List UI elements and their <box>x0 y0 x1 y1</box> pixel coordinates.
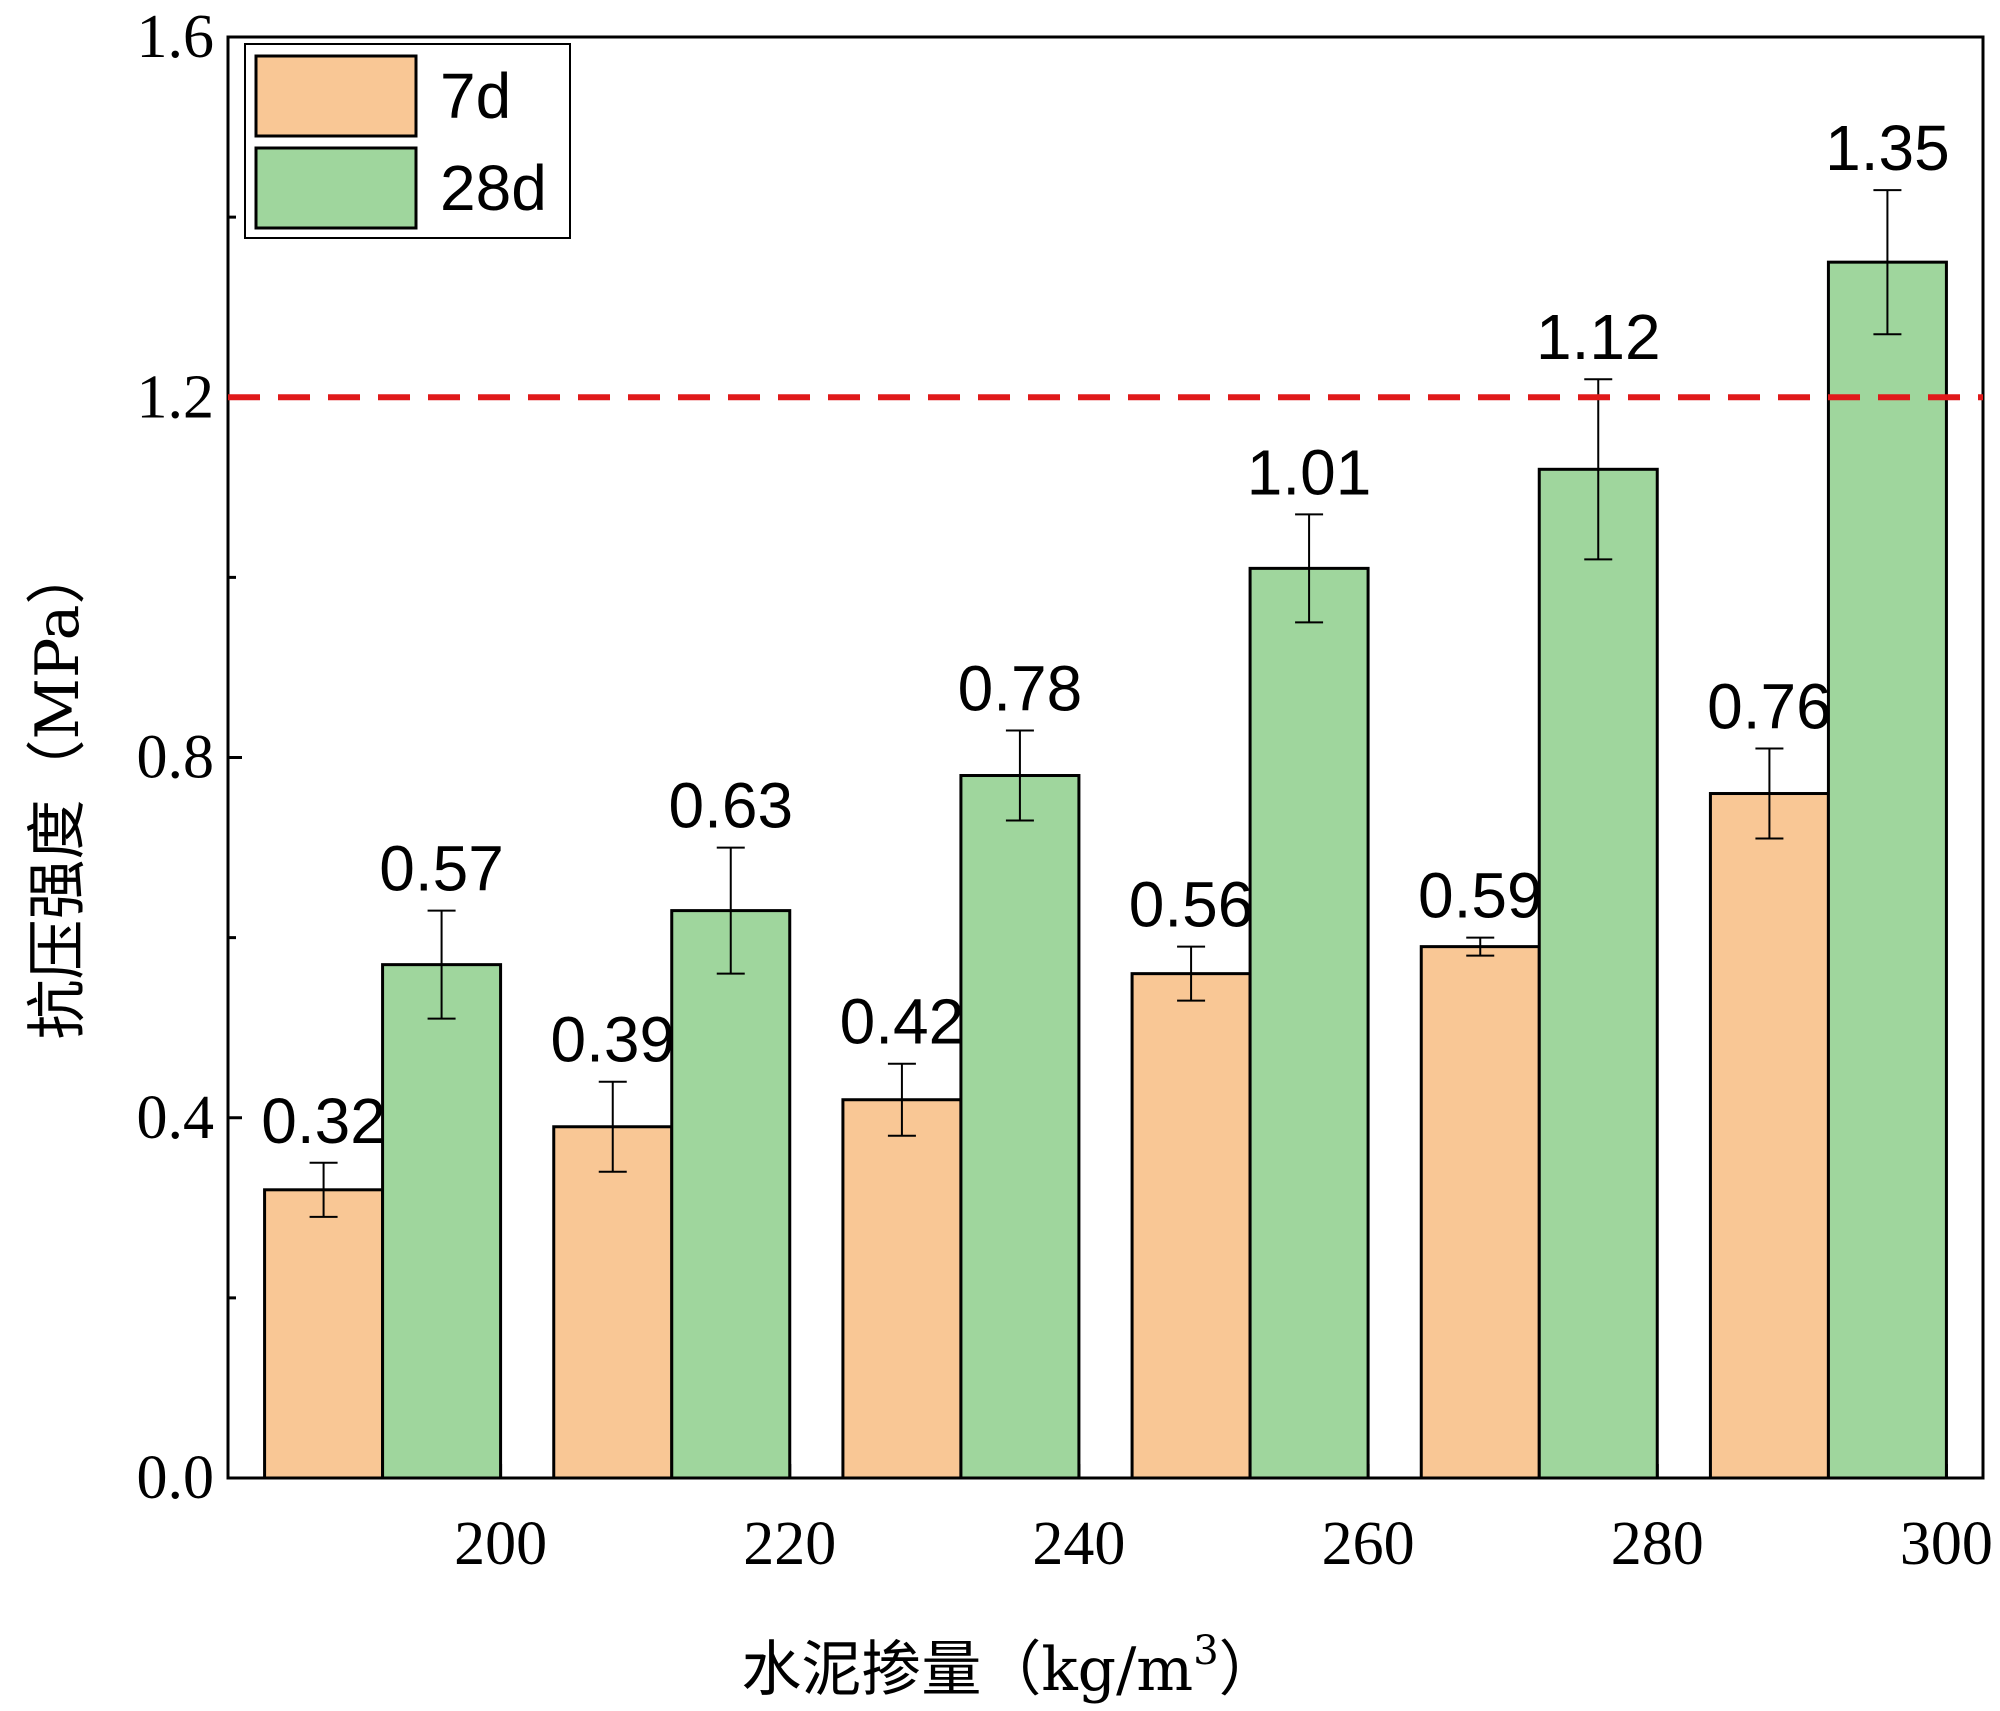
x-tick-label: 240 <box>1032 1510 1125 1578</box>
bar-28d-200 <box>381 963 503 1480</box>
data-label: 0.42 <box>840 986 965 1058</box>
y-tick-label: 0.4 <box>137 1084 215 1152</box>
bar-28d-240 <box>959 774 1081 1480</box>
legend-label-7d: 7d <box>440 60 511 132</box>
x-axis-title-superscript: 3 <box>1193 1628 1218 1674</box>
data-label: 0.56 <box>1129 869 1254 941</box>
x-tick-label: 300 <box>1900 1510 1993 1578</box>
data-label: 1.01 <box>1247 436 1372 508</box>
bar-7d-300 <box>1708 792 1830 1480</box>
x-tick-label: 260 <box>1322 1510 1415 1578</box>
data-label: 0.57 <box>379 833 504 905</box>
x-axis-title: 水泥掺量（kg/m3） <box>741 1628 1278 1705</box>
y-tick-label: 1.6 <box>137 3 215 71</box>
x-axis-title-end: ） <box>1219 1635 1279 1705</box>
bar-28d-260 <box>1248 566 1370 1480</box>
y-tick-label: 1.2 <box>137 363 215 431</box>
data-label: 0.76 <box>1707 670 1832 742</box>
bar-7d-280 <box>1419 945 1541 1480</box>
data-label: 0.32 <box>261 1085 386 1157</box>
legend-label-28d: 28d <box>440 152 547 224</box>
bar-7d-260 <box>1130 972 1252 1480</box>
data-label: 0.78 <box>958 652 1083 724</box>
y-axis-title: 抗压强度（MPa） <box>23 545 93 1040</box>
bar-28d-300 <box>1826 260 1948 1480</box>
data-label: 0.59 <box>1418 860 1543 932</box>
bar-7d-240 <box>841 1098 963 1480</box>
x-tick-label: 280 <box>1611 1510 1704 1578</box>
x-tick-label: 200 <box>454 1510 547 1578</box>
data-label: 0.63 <box>668 770 793 842</box>
bar-7d-220 <box>552 1125 674 1480</box>
x-axis-title-main: 水泥掺量（kg/m <box>741 1635 1193 1705</box>
data-label: 0.39 <box>550 1004 675 1076</box>
data-label: 1.12 <box>1536 301 1661 373</box>
x-tick-label: 220 <box>743 1510 836 1578</box>
bar-28d-280 <box>1537 467 1659 1480</box>
bar-7d-200 <box>263 1188 385 1480</box>
y-tick-label: 0.0 <box>137 1444 215 1512</box>
data-label: 1.35 <box>1825 112 1950 184</box>
bar-28d-220 <box>670 909 792 1480</box>
legend-swatch-7d <box>254 54 418 138</box>
legend-swatch-28d <box>254 146 418 230</box>
y-tick-label: 0.8 <box>137 724 215 792</box>
